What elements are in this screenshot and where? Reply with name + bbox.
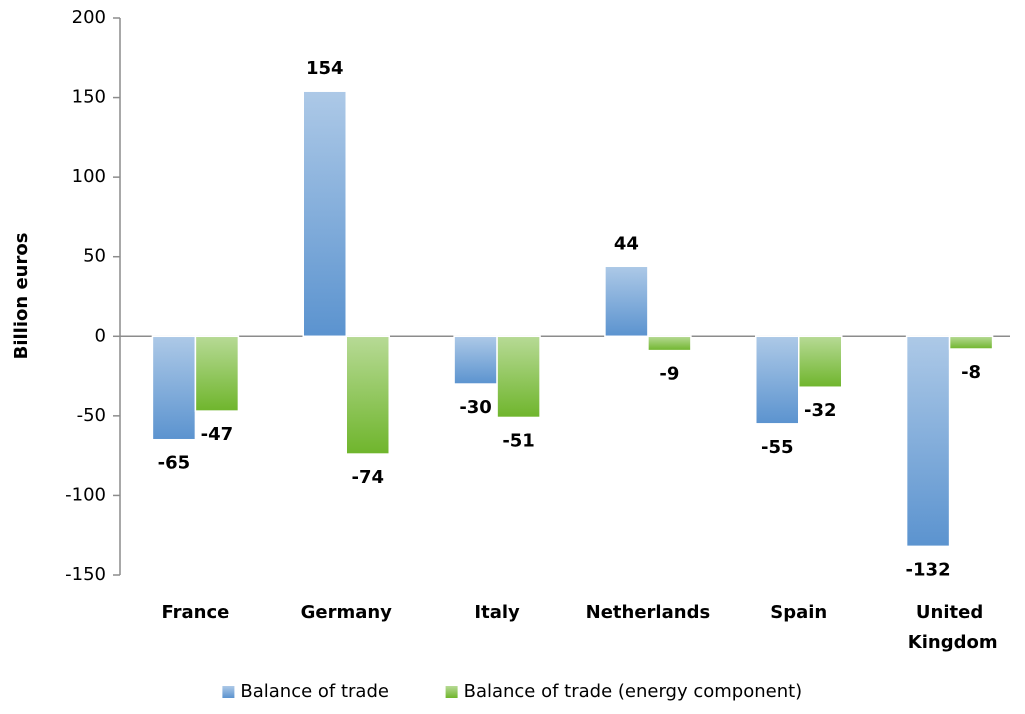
bar	[755, 335, 800, 425]
bar	[345, 335, 390, 455]
legend-swatch	[222, 686, 235, 698]
y-tick-label: -50	[77, 405, 106, 426]
bar	[948, 335, 994, 350]
y-tick-label: -150	[65, 564, 106, 585]
data-label: 154	[306, 58, 344, 79]
legend-swatch	[445, 686, 458, 698]
data-label: 44	[614, 233, 639, 254]
data-label: -65	[158, 453, 191, 474]
y-tick-label: 200	[72, 7, 106, 28]
bar	[302, 90, 347, 338]
x-tick-label: United Kingdom	[902, 602, 998, 653]
y-tick-label: 0	[95, 325, 106, 346]
data-label: -9	[659, 364, 679, 385]
bar	[905, 335, 951, 548]
bar	[453, 335, 498, 385]
data-label: -32	[804, 400, 837, 421]
x-tick-label: Spain	[770, 602, 827, 623]
y-tick-label: -100	[65, 484, 106, 505]
data-label: -30	[459, 397, 492, 418]
bar	[194, 335, 240, 412]
data-label: -132	[906, 559, 951, 580]
data-label: -8	[961, 362, 981, 383]
x-tick-label: Italy	[474, 602, 520, 623]
legend-label: Balance of trade (energy component)	[464, 681, 803, 702]
data-label: -51	[502, 430, 535, 451]
y-axis-label: Billion euros	[11, 233, 32, 360]
y-tick-label: 100	[72, 166, 106, 187]
y-tick-label: 150	[72, 87, 106, 108]
y-tick-label: 50	[83, 246, 106, 267]
bar	[151, 335, 197, 441]
legend-label: Balance of trade	[240, 681, 389, 702]
x-tick-label: Netherlands	[586, 602, 711, 623]
data-label: -47	[201, 424, 234, 445]
bar	[798, 335, 843, 388]
x-tick-label: Germany	[301, 602, 393, 623]
bar	[647, 335, 692, 352]
bar	[604, 265, 649, 338]
data-label: -55	[761, 437, 794, 458]
x-tick-label: France	[161, 602, 229, 623]
bar	[496, 335, 541, 419]
data-label: -74	[351, 467, 384, 488]
